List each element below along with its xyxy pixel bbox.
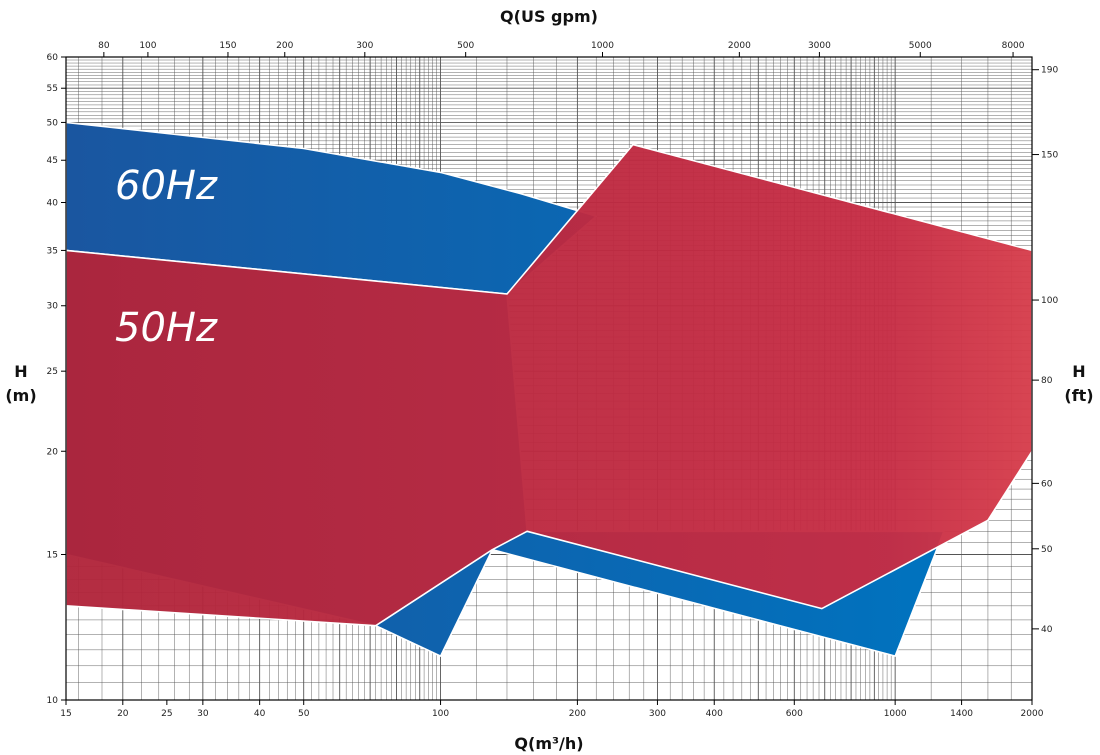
y-tick-label: 50	[47, 118, 59, 128]
x-tick-label: 2000	[1021, 709, 1044, 719]
top-tick-label: 2000	[728, 41, 751, 51]
x-tick-label: 40	[254, 709, 266, 719]
top-tick-label: 1000	[591, 41, 614, 51]
performance-areas	[65, 121, 1033, 657]
area-50hz	[65, 143, 1033, 627]
top-tick-label: 3000	[808, 41, 831, 51]
x-tick-label: 20	[117, 709, 129, 719]
top-tick-label: 500	[457, 41, 474, 51]
x-tick-label: 600	[786, 709, 803, 719]
right-tick-label: 150	[1041, 151, 1058, 161]
top-tick-label: 200	[276, 41, 293, 51]
top-tick-label: 80	[98, 41, 110, 51]
top-axis-title: Q(US gpm)	[500, 7, 598, 26]
x-tick-label: 100	[432, 709, 449, 719]
top-tick-label: 300	[356, 41, 373, 51]
right-tick-label: 40	[1041, 625, 1053, 635]
y-tick-label: 45	[47, 156, 58, 166]
right-tick-label: 80	[1041, 376, 1053, 386]
y-tick-label: 20	[47, 447, 59, 457]
y-tick-label: 30	[47, 302, 59, 312]
y-tick-label: 25	[47, 367, 58, 377]
top-tick-label: 100	[139, 41, 156, 51]
axis-ticks: 15 20 25 30 40 50 100 200 300 400 600 1000 1400 2000 1…	[47, 41, 1059, 719]
top-tick-label: 8000	[1002, 41, 1025, 51]
right-axis-title-symbol: H	[1072, 362, 1085, 381]
right-tick-label: 50	[1041, 545, 1053, 555]
x-tick-label: 200	[569, 709, 586, 719]
y-tick-label: 60	[47, 53, 59, 63]
y-tick-label: 40	[47, 199, 59, 209]
right-tick-label: 190	[1041, 66, 1058, 76]
x-tick-label: 400	[706, 709, 723, 719]
right-axis-title-unit: (ft)	[1064, 386, 1093, 405]
x-tick-label: 300	[649, 709, 666, 719]
y-tick-label: 35	[47, 246, 58, 256]
left-axis-title-symbol: H	[14, 362, 27, 381]
label-60hz: 60Hz	[115, 163, 218, 209]
x-tick-label: 15	[60, 709, 71, 719]
right-tick-label: 60	[1041, 479, 1053, 489]
x-tick-label: 25	[161, 709, 172, 719]
y-tick-label: 15	[47, 550, 58, 560]
top-tick-label: 150	[219, 41, 236, 51]
left-axis-title-unit: (m)	[5, 386, 36, 405]
bottom-axis-title: Q(m³/h)	[514, 734, 583, 753]
x-tick-label: 1000	[884, 709, 907, 719]
top-tick-label: 5000	[909, 41, 932, 51]
right-tick-label: 100	[1041, 296, 1058, 306]
plot-border	[65, 56, 1033, 701]
x-tick-label: 50	[298, 709, 310, 719]
label-50hz: 50Hz	[115, 305, 218, 351]
y-tick-label: 10	[47, 696, 59, 706]
x-tick-label: 30	[197, 709, 209, 719]
y-tick-label: 55	[47, 84, 58, 94]
x-tick-label: 1400	[950, 709, 973, 719]
